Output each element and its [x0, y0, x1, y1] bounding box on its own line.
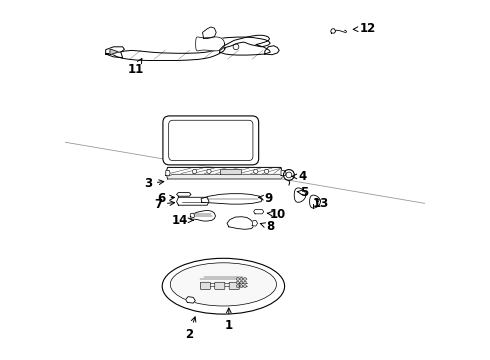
Polygon shape	[220, 169, 242, 174]
Circle shape	[240, 285, 243, 288]
Circle shape	[236, 281, 239, 284]
Text: 8: 8	[260, 220, 274, 233]
Polygon shape	[106, 37, 270, 60]
Text: 2: 2	[185, 317, 196, 341]
Text: 6: 6	[157, 192, 174, 204]
Text: 13: 13	[313, 197, 329, 210]
Polygon shape	[202, 27, 216, 39]
Text: 9: 9	[258, 192, 272, 204]
Ellipse shape	[162, 258, 285, 314]
Polygon shape	[281, 171, 286, 176]
Text: 3: 3	[144, 177, 164, 190]
Text: 10: 10	[267, 208, 286, 221]
Polygon shape	[190, 213, 195, 218]
FancyBboxPatch shape	[169, 120, 253, 161]
Text: 11: 11	[127, 59, 144, 76]
FancyBboxPatch shape	[215, 282, 225, 289]
Text: 1: 1	[225, 308, 233, 332]
Circle shape	[244, 285, 246, 288]
Polygon shape	[294, 188, 306, 202]
Polygon shape	[227, 217, 254, 229]
Polygon shape	[106, 47, 124, 58]
FancyBboxPatch shape	[229, 282, 239, 289]
Polygon shape	[310, 195, 320, 208]
Text: 7: 7	[154, 198, 174, 211]
Polygon shape	[254, 210, 264, 214]
Circle shape	[240, 281, 243, 284]
Polygon shape	[201, 194, 262, 204]
Circle shape	[265, 169, 269, 174]
Circle shape	[240, 278, 243, 280]
Text: 4: 4	[292, 170, 307, 183]
Polygon shape	[186, 297, 196, 303]
Polygon shape	[110, 49, 118, 55]
FancyBboxPatch shape	[200, 282, 210, 289]
Ellipse shape	[171, 263, 276, 306]
Circle shape	[193, 169, 197, 174]
Polygon shape	[252, 220, 258, 226]
Circle shape	[254, 169, 258, 174]
Polygon shape	[176, 197, 209, 205]
Circle shape	[236, 278, 239, 280]
Polygon shape	[166, 167, 283, 179]
Polygon shape	[196, 37, 224, 51]
Text: 14: 14	[172, 214, 194, 227]
Circle shape	[207, 169, 211, 174]
Circle shape	[236, 285, 239, 288]
Circle shape	[244, 278, 246, 280]
Text: 5: 5	[297, 186, 309, 199]
Polygon shape	[166, 171, 170, 176]
FancyBboxPatch shape	[163, 116, 259, 165]
Circle shape	[244, 281, 246, 284]
Polygon shape	[265, 46, 279, 55]
Polygon shape	[331, 29, 336, 33]
Polygon shape	[190, 211, 216, 221]
Polygon shape	[220, 35, 270, 55]
Polygon shape	[168, 174, 283, 179]
Polygon shape	[176, 193, 191, 196]
Text: 12: 12	[353, 22, 375, 35]
